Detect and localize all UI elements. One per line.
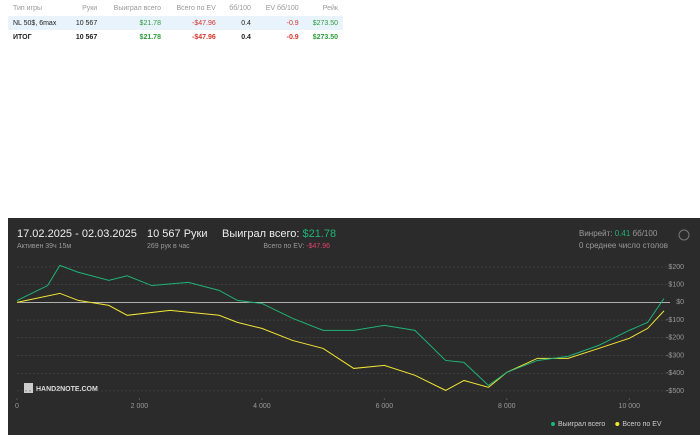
legend-marker <box>551 422 555 426</box>
won-label: Выиграл всего: $21.78 <box>222 228 336 240</box>
table-cell: $21.78 <box>102 16 166 30</box>
y-tick-label: -$100 <box>666 317 684 324</box>
table-cell: 0.4 <box>241 33 251 41</box>
table-cell: -0.9 <box>286 33 299 41</box>
table-cell: $21.78 <box>139 33 161 41</box>
table-cell: $273.50 <box>303 16 343 30</box>
logo-icon <box>24 383 33 393</box>
logo: HAND2NOTE.COM <box>36 386 98 393</box>
stats-table: Тип игры Руки Выиграл всего Всего по EV бб/1… <box>8 0 343 44</box>
winrate-value: 0.41 <box>615 229 631 238</box>
winrate: Винрейт: 0.41 бб/100 <box>579 229 658 238</box>
x-tick-label: 10 000 <box>619 403 641 410</box>
graph-panel: 17.02.2025 - 02.03.2025 Активен 39ч 15м … <box>8 218 700 435</box>
x-tick-label: 4 000 <box>253 403 271 410</box>
legend-label: Выиграл всего <box>558 421 605 428</box>
ev-value: -$47.96 <box>306 243 330 250</box>
table-cell: -$47.96 <box>192 33 216 41</box>
y-tick-label: -$200 <box>666 335 684 342</box>
series-line <box>16 264 665 387</box>
table-cell: 10 567 <box>75 33 98 41</box>
column-header: бб/100 <box>229 4 251 12</box>
ev-label-text: Всего по EV: <box>263 243 304 250</box>
legend-label: Всего по EV <box>622 421 662 428</box>
chart: 17.02.2025 - 02.03.2025 Активен 39ч 15м … <box>15 228 690 428</box>
y-tick-label: -$500 <box>666 388 684 395</box>
column-header: Всего по EV <box>176 4 216 12</box>
table-cell: 0.4 <box>220 16 256 30</box>
ev-label: Всего по EV: -$47.96 <box>263 243 330 250</box>
column-header: Выиграл всего <box>113 4 161 12</box>
winrate-unit: бб/100 <box>633 229 658 238</box>
winrate-label: Винрейт: <box>579 229 612 238</box>
table-row: ИТОГ 10 567 $21.78 -$47.96 0.4 -0.9 $273.50 <box>8 30 343 44</box>
x-tick-label: 2 000 <box>131 403 149 410</box>
date-range: 17.02.2025 - 02.03.2025 <box>17 228 137 240</box>
legend-marker <box>615 422 620 426</box>
column-header: Рейк <box>322 4 338 12</box>
hands: 10 567 Руки <box>147 228 208 240</box>
table-row: NL 50$, 6max 10 567 $21.78 -$47.96 0.4 -0.9 $2… <box>8 16 343 30</box>
table-cell: NL 50$, 6max <box>8 16 68 30</box>
y-tick-label: $0 <box>676 299 684 306</box>
y-tick-label: $200 <box>668 264 684 271</box>
series-line <box>16 292 665 391</box>
y-tick-label: -$300 <box>666 352 684 359</box>
table-cell: ИТОГ <box>13 33 32 41</box>
hands-rate: 269 рук в час <box>147 243 190 250</box>
table-header: Тип игры Руки Выиграл всего Всего по EV бб/1… <box>8 0 343 16</box>
column-header: EV бб/100 <box>265 4 299 12</box>
active-time: Активен 39ч 15м <box>17 243 71 250</box>
y-tick-label: $100 <box>668 282 684 289</box>
table-cell: 10 567 <box>67 16 103 30</box>
y-tick-label: -$400 <box>666 370 684 377</box>
settings-icon[interactable] <box>678 229 690 241</box>
table-cell: $273.50 <box>312 33 338 41</box>
won-label-text: Выиграл всего: <box>222 228 299 240</box>
table-cell: -0.9 <box>255 16 304 30</box>
tables-avg: 0 среднее число столов <box>579 241 668 250</box>
table-cell: -$47.96 <box>165 16 221 30</box>
x-tick-label: 6 000 <box>376 403 394 410</box>
x-tick-label: 8 000 <box>498 403 516 410</box>
column-header: Руки <box>82 4 98 12</box>
x-tick-label: 0 <box>15 403 19 410</box>
column-header: Тип игры <box>13 4 43 12</box>
won-value: $21.78 <box>302 228 336 240</box>
